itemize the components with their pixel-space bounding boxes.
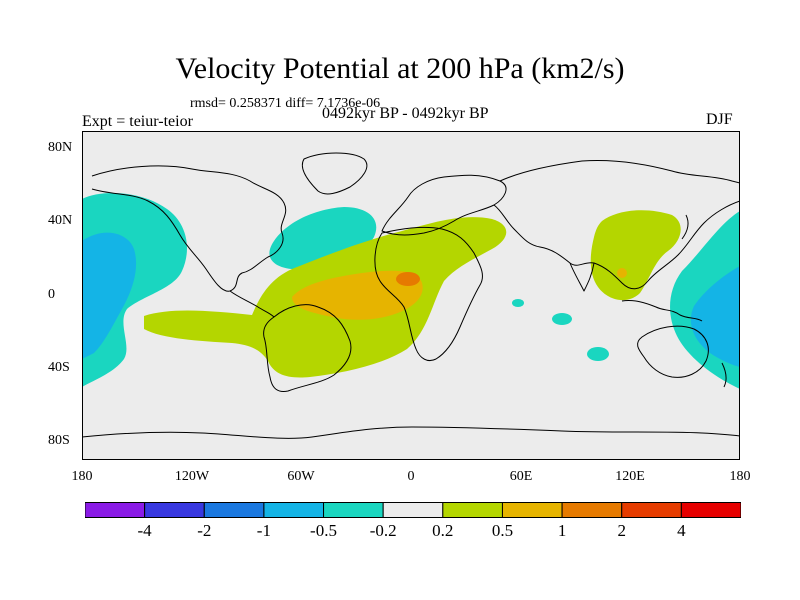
colorbar-box bbox=[263, 502, 325, 518]
colorbar-label: -0.2 bbox=[369, 521, 397, 540]
contour-positive-strong bbox=[396, 272, 420, 286]
colorbar-box bbox=[442, 502, 503, 518]
coastline-greenland bbox=[302, 152, 368, 195]
colorbar-box bbox=[680, 502, 741, 518]
season-label: DJF bbox=[706, 111, 733, 128]
lon-label-0: 0 bbox=[407, 469, 415, 484]
stats-text: rmsd= 0.258371 diff= 7.1736e-06 bbox=[190, 96, 381, 111]
coastline-new-zealand bbox=[721, 362, 727, 388]
coastline-japan bbox=[681, 214, 689, 240]
lon-label-120e: 120E bbox=[615, 469, 645, 484]
coastline-maritime-continent bbox=[621, 300, 703, 322]
lat-label-40n: 40N bbox=[48, 213, 73, 228]
contour-positive-asia-core bbox=[617, 268, 627, 278]
colorbar-box bbox=[85, 502, 146, 518]
colorbar-box bbox=[621, 502, 682, 518]
colorbar-label: -1 bbox=[256, 521, 271, 540]
colorbar-label: 0.5 bbox=[491, 521, 514, 540]
lon-label-60w: 60W bbox=[287, 469, 315, 484]
lon-label-120w: 120W bbox=[174, 469, 210, 484]
coastline-south-america bbox=[263, 304, 352, 392]
lon-label-180w: 180 bbox=[71, 469, 93, 484]
colorbar-label: -0.5 bbox=[310, 521, 337, 540]
coastline-central-america bbox=[229, 290, 275, 318]
coastline-antarctica bbox=[82, 426, 740, 439]
coastline-africa bbox=[374, 226, 483, 362]
contour-negative-indian-small-1 bbox=[512, 299, 524, 307]
coastline-australia bbox=[637, 325, 709, 378]
colorbar-label: 0.2 bbox=[432, 521, 454, 540]
colorbar bbox=[85, 502, 741, 518]
colorbar-label: 4 bbox=[677, 521, 686, 540]
colorbar-box bbox=[203, 502, 265, 518]
lat-label-40s: 40S bbox=[48, 360, 70, 375]
contour-negative-west-pacific-core bbox=[82, 232, 137, 359]
map-plot bbox=[82, 131, 740, 460]
colorbar-box bbox=[561, 502, 623, 518]
colorbar-box bbox=[323, 502, 384, 518]
lat-label-80s: 80S bbox=[48, 433, 70, 448]
contour-negative-indian-small-2 bbox=[552, 313, 572, 325]
colorbar-label: -4 bbox=[137, 521, 152, 540]
colorbar-label: -2 bbox=[197, 521, 212, 540]
coastline-asia bbox=[493, 160, 740, 290]
contour-negative-east-pacific-core bbox=[690, 266, 740, 367]
lon-label-180e: 180 bbox=[729, 469, 751, 484]
coastline-north-america bbox=[91, 165, 287, 292]
lat-label-equator: 0 bbox=[48, 287, 55, 302]
map-title: Velocity Potential at 200 hPa (km2/s) bbox=[175, 52, 625, 85]
period-label: 0492kyr BP - 0492kyr BP bbox=[322, 105, 489, 122]
contour-positive-core bbox=[292, 270, 423, 320]
colorbar-box bbox=[501, 502, 563, 518]
lon-label-60e: 60E bbox=[509, 469, 533, 484]
colorbar-box bbox=[144, 502, 205, 518]
experiment-label: Expt = teiur-teior bbox=[82, 113, 193, 130]
contour-negative-indian-small-3 bbox=[587, 347, 609, 361]
colorbar-label: 1 bbox=[557, 521, 567, 540]
map-frame bbox=[82, 131, 740, 460]
coastline-europe bbox=[381, 174, 507, 236]
contour-positive-asia bbox=[590, 210, 681, 301]
coastline-india bbox=[569, 262, 595, 292]
colorbar-box bbox=[382, 502, 444, 518]
lat-label-80n: 80N bbox=[48, 140, 73, 155]
colorbar-label: 2 bbox=[617, 521, 626, 540]
